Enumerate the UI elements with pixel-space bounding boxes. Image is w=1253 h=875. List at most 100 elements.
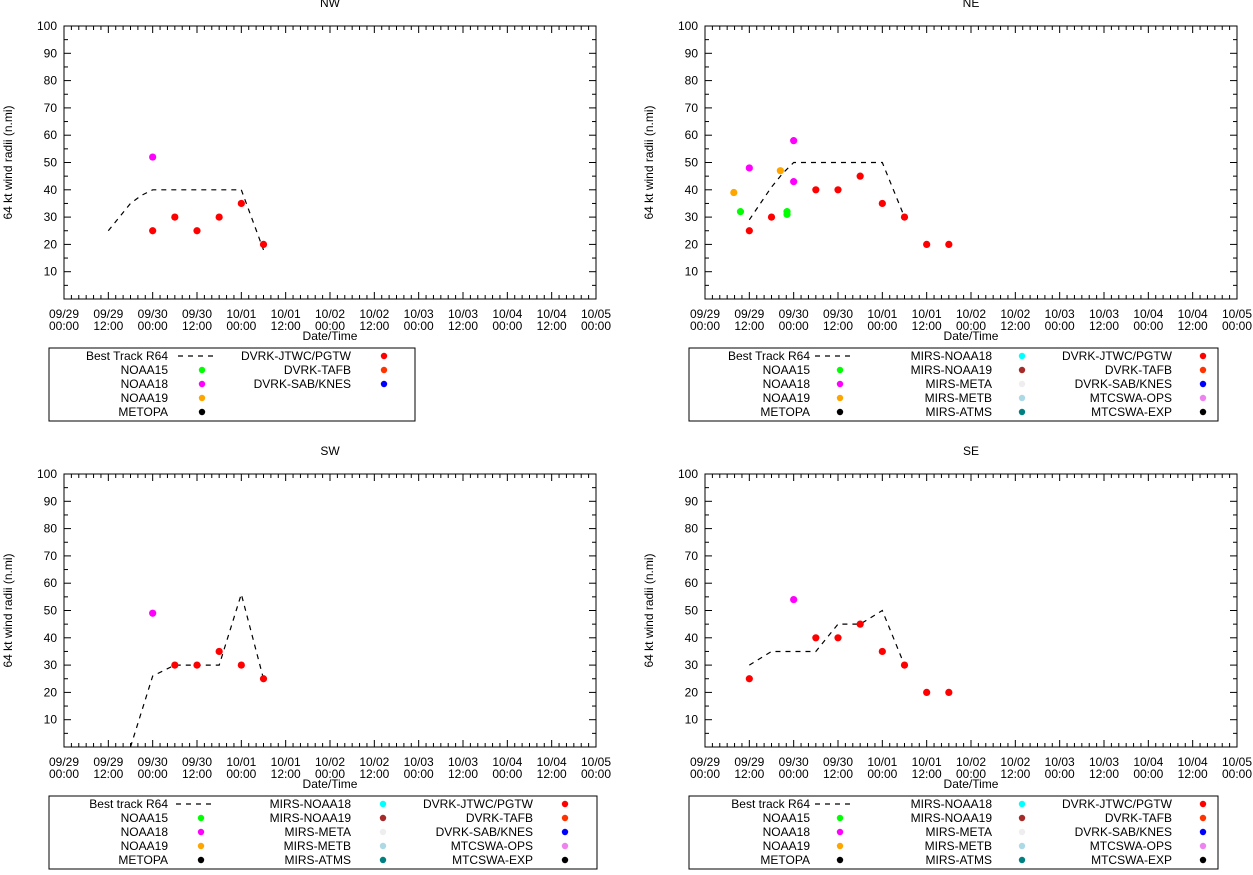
legend-dot-marker <box>1018 842 1026 850</box>
legend-dot-marker <box>198 394 206 402</box>
legend-label: NOAA18 <box>763 377 811 391</box>
x-tick-label-time: 00:00 <box>690 767 720 781</box>
x-tick-label-time: 00:00 <box>1133 319 1163 333</box>
legend-label: NOAA18 <box>121 377 169 391</box>
legend-label: MIRS-META <box>926 377 992 391</box>
legend-label: NOAA18 <box>763 825 811 839</box>
legend-dot-marker <box>198 366 206 374</box>
x-tick-label-time: 12:00 <box>823 767 853 781</box>
y-tick-label: 40 <box>685 183 699 197</box>
legend-dot-marker <box>379 828 387 836</box>
legend-dot-marker <box>379 814 387 822</box>
data-point-dvrk-jtwc-pgtw <box>237 661 245 669</box>
x-tick-label-date: 10/01 <box>271 307 301 321</box>
legend-dot-marker <box>379 856 387 864</box>
legend-box <box>688 347 1219 422</box>
legend-label: DVRK-SAB/KNES <box>1075 377 1172 391</box>
x-axis-label: Date/Time <box>944 329 999 343</box>
x-tick-label-time: 00:00 <box>956 767 986 781</box>
data-point-dvrk-jtwc-pgtw <box>259 675 268 683</box>
y-tick-label: 70 <box>44 549 58 563</box>
legend-dot-marker <box>379 800 387 808</box>
y-tick-label: 60 <box>44 128 58 142</box>
legend-dot-marker <box>1018 408 1026 416</box>
panel-nw: NW10203040506070809010009/2900:0009/2912… <box>1 0 611 422</box>
legend-label: MIRS-METB <box>284 839 351 853</box>
best-track-line <box>748 609 906 666</box>
chart-title: NE <box>963 0 980 10</box>
data-point-dvrk-jtwc-pgtw <box>812 186 820 194</box>
data-point-dvrk-jtwc-pgtw <box>237 199 245 208</box>
data-point-dvrk-jtwc-pgtw <box>945 688 953 697</box>
y-tick-label: 10 <box>44 265 58 279</box>
y-tick-label: 80 <box>44 74 58 88</box>
panel-sw: SW10203040506070809010009/2900:0009/2912… <box>1 444 611 870</box>
x-tick-label-date: 10/03 <box>404 755 434 769</box>
x-tick-label-date: 09/29 <box>49 755 79 769</box>
legend-label: METOPA <box>118 853 168 867</box>
legend-label: DVRK-TAFB <box>466 811 533 825</box>
legend-dot-marker <box>1018 800 1026 808</box>
x-tick-label-date: 10/05 <box>1222 307 1252 321</box>
y-tick-label: 60 <box>685 128 699 142</box>
legend-dot-marker <box>561 842 569 850</box>
legend-dot-marker <box>836 408 844 416</box>
x-tick-label-time: 00:00 <box>690 319 720 333</box>
y-tick-label: 100 <box>37 19 57 33</box>
x-tick-label-date: 10/03 <box>1045 307 1075 321</box>
y-axis-label: 64 kt wind radii (n.mi) <box>1 553 15 667</box>
data-point-dvrk-jtwc-pgtw <box>856 620 864 628</box>
legend-dot-marker <box>380 352 388 360</box>
legend-label: DVRK-TAFB <box>1105 363 1172 377</box>
legend-label: MIRS-ATMS <box>926 405 992 419</box>
y-tick-label: 90 <box>44 46 58 60</box>
x-tick-label-time: 12:00 <box>359 319 389 333</box>
x-tick-label-date: 10/01 <box>226 307 256 321</box>
x-tick-label-time: 12:00 <box>1000 319 1030 333</box>
x-tick-label-time: 00:00 <box>138 319 168 333</box>
legend-box <box>688 795 1219 870</box>
legend-label: MIRS-METB <box>925 839 992 853</box>
legend-label: DVRK-JTWC/PGTW <box>241 349 352 363</box>
data-point-dvrk-jtwc-pgtw <box>878 199 886 208</box>
y-tick-label: 30 <box>44 658 58 672</box>
legend-label: MTCSWA-OPS <box>1090 839 1172 853</box>
legend-label: DVRK-TAFB <box>1105 811 1172 825</box>
legend-dot-marker <box>1199 856 1207 864</box>
x-tick-label-date: 10/03 <box>1089 307 1119 321</box>
y-tick-label: 50 <box>44 156 58 170</box>
best-track-line <box>107 189 265 251</box>
y-tick-label: 30 <box>685 658 699 672</box>
x-tick-label-date: 10/04 <box>492 755 522 769</box>
legend-dot-marker <box>1018 814 1026 822</box>
legend-label: Best track R64 <box>89 797 168 811</box>
legend-label: NOAA19 <box>121 839 169 853</box>
data-point-dvrk-jtwc-pgtw <box>193 661 201 669</box>
legend-dot-marker <box>561 856 569 864</box>
legend-label: MTCSWA-EXP <box>1091 853 1172 867</box>
x-tick-label-time: 00:00 <box>404 319 434 333</box>
x-tick-label-date: 09/30 <box>138 307 168 321</box>
x-tick-label-time: 00:00 <box>1045 319 1075 333</box>
x-tick-label-date: 10/02 <box>1000 307 1030 321</box>
x-tick-label-time: 12:00 <box>823 319 853 333</box>
legend-label: DVRK-SAB/KNES <box>1075 825 1172 839</box>
x-tick-label-time: 12:00 <box>1000 767 1030 781</box>
x-tick-label-time: 12:00 <box>537 767 567 781</box>
y-tick-label: 80 <box>685 522 699 536</box>
x-tick-label-time: 00:00 <box>226 319 256 333</box>
y-tick-label: 100 <box>37 467 57 481</box>
legend-dot-marker <box>1018 366 1026 374</box>
x-tick-label-time: 00:00 <box>404 767 434 781</box>
x-tick-label-time: 00:00 <box>492 319 522 333</box>
legend-label: NOAA15 <box>763 811 811 825</box>
data-point-dvrk-jtwc-pgtw <box>745 675 753 683</box>
legend-dot-marker <box>1199 394 1207 402</box>
data-point-noaa15 <box>783 210 791 218</box>
y-tick-label: 20 <box>685 237 699 251</box>
legend-dot-marker <box>1018 856 1026 864</box>
x-tick-label-time: 00:00 <box>1222 767 1252 781</box>
x-tick-label-date: 10/03 <box>404 307 434 321</box>
legend-dot-marker <box>1199 814 1207 822</box>
